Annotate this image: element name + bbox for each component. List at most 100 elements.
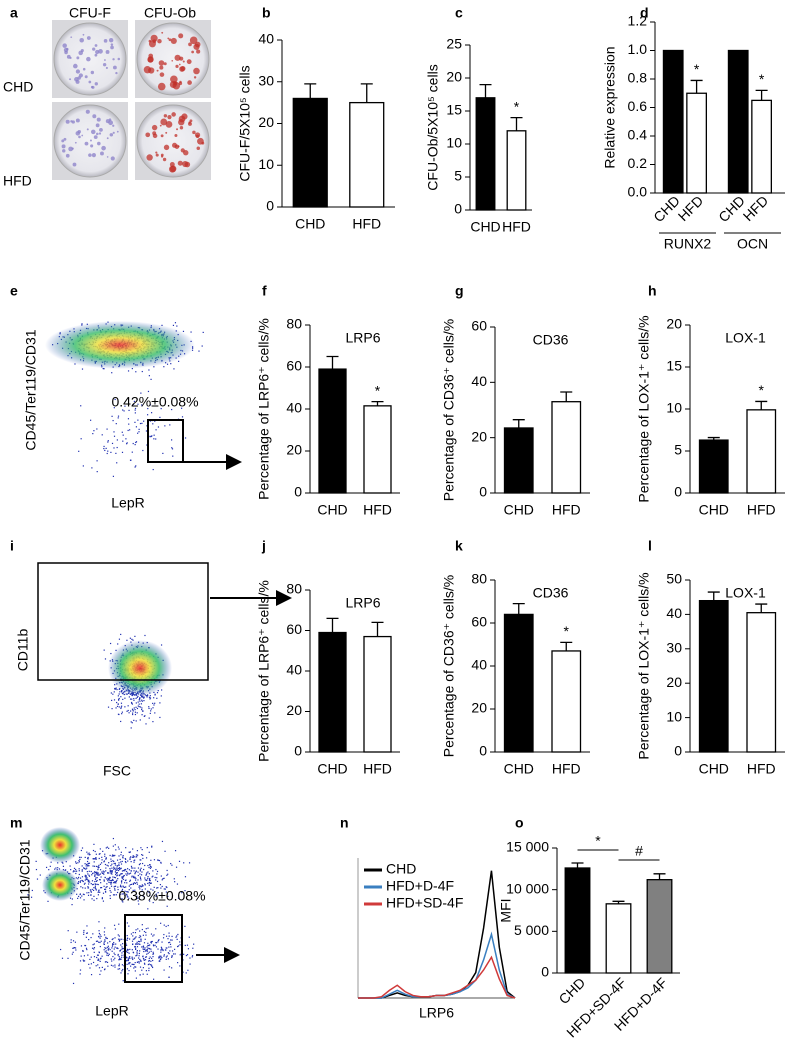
event [137,943,139,945]
event [141,714,143,716]
y-tick-label: 20 [666,316,682,332]
event [96,879,98,882]
colony [180,65,186,72]
event [139,974,141,976]
event [131,875,133,877]
event [104,658,107,660]
event [140,392,142,394]
y-tick-label: 25 [446,36,462,52]
event [114,966,116,968]
event [176,325,178,327]
colony [88,80,92,84]
event [135,977,137,979]
event [103,447,105,450]
event [132,855,134,857]
event [108,947,110,949]
event [96,956,98,959]
event [112,876,114,878]
event [148,944,150,947]
event [73,867,76,869]
event [145,931,147,934]
colony [155,153,159,157]
event [151,965,153,967]
event [125,879,127,881]
event [83,899,85,901]
group-label: OCN [737,236,768,252]
event [121,964,124,966]
x-tick-label: HFD [363,502,392,518]
colony [90,144,94,148]
event [163,888,165,890]
event [93,943,95,945]
event [156,877,158,879]
event [174,953,176,955]
event [159,956,161,959]
colony [169,162,175,167]
event [112,938,114,940]
event [135,465,137,467]
colony [146,154,153,161]
event [145,874,147,876]
event [143,715,145,717]
event [130,856,132,858]
event [166,363,169,365]
event [106,864,108,866]
event [84,882,86,884]
colony [69,78,72,81]
event [128,925,130,927]
event [135,955,137,957]
event [157,892,159,894]
event [154,694,156,696]
event [137,900,139,902]
event [108,847,110,849]
colony [78,73,83,78]
event [129,879,132,881]
event [103,880,105,882]
event [123,965,125,967]
event [94,886,96,888]
event [142,710,144,712]
event [160,695,162,697]
event [143,962,146,964]
error-bar [560,391,573,402]
event [146,694,149,697]
event [154,712,156,714]
event [171,448,174,450]
event [148,369,150,371]
event [121,873,123,875]
event [102,900,105,902]
event [79,880,82,882]
y-tick-label: 5 [674,442,682,458]
event [80,438,82,440]
event [62,865,65,867]
event [168,935,170,937]
event [167,924,169,927]
event [109,869,111,871]
event [138,431,140,433]
colony [160,134,164,138]
event [142,946,144,948]
gate-label: 0.38%±0.08% [118,888,205,904]
event [47,900,49,902]
event [128,885,130,887]
event [113,924,116,926]
event [145,857,148,859]
event [123,869,126,871]
event [110,891,112,893]
x-tick-label: CHD [699,502,729,518]
event [152,702,154,705]
event [118,706,120,708]
event [171,439,173,441]
event [126,922,128,924]
event [106,946,108,949]
event [114,871,116,873]
event [136,943,138,945]
event [135,947,137,949]
colony [201,141,205,145]
event [120,720,122,723]
panel-letter: d [640,5,649,21]
colony [196,146,201,150]
event [147,877,149,880]
event [118,959,120,961]
event [129,857,131,859]
